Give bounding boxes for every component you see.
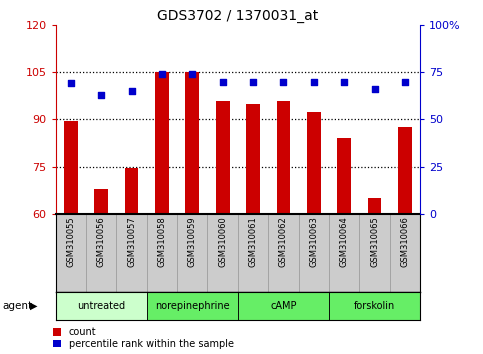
Text: GSM310059: GSM310059 bbox=[188, 217, 197, 267]
Text: GSM310060: GSM310060 bbox=[218, 217, 227, 267]
Text: GSM310062: GSM310062 bbox=[279, 217, 288, 267]
Point bbox=[401, 79, 409, 84]
Bar bbox=[398, 127, 412, 214]
Bar bbox=[177, 214, 208, 292]
Text: GSM310058: GSM310058 bbox=[157, 217, 167, 267]
Bar bbox=[338, 138, 351, 214]
Text: agent: agent bbox=[2, 301, 32, 311]
Text: GSM310061: GSM310061 bbox=[249, 217, 257, 267]
Point bbox=[97, 92, 105, 98]
Bar bbox=[216, 101, 229, 214]
Bar bbox=[238, 292, 329, 320]
Bar bbox=[147, 292, 238, 320]
Text: cAMP: cAMP bbox=[270, 301, 297, 311]
Text: GSM310055: GSM310055 bbox=[66, 217, 75, 267]
Text: GSM310056: GSM310056 bbox=[97, 217, 106, 267]
Bar bbox=[185, 72, 199, 214]
Text: norepinephrine: norepinephrine bbox=[155, 301, 229, 311]
Point bbox=[219, 79, 227, 84]
Bar bbox=[125, 169, 138, 214]
Bar bbox=[268, 214, 298, 292]
Bar bbox=[238, 214, 268, 292]
Bar bbox=[56, 292, 147, 320]
Text: untreated: untreated bbox=[77, 301, 125, 311]
Text: GSM310065: GSM310065 bbox=[370, 217, 379, 267]
Point bbox=[249, 79, 257, 84]
Bar bbox=[56, 214, 86, 292]
Text: GSM310066: GSM310066 bbox=[400, 217, 410, 267]
Bar bbox=[368, 198, 382, 214]
Point bbox=[188, 71, 196, 77]
Bar bbox=[116, 214, 147, 292]
Point bbox=[158, 71, 166, 77]
Point bbox=[310, 79, 318, 84]
Point bbox=[341, 79, 348, 84]
Bar bbox=[329, 214, 359, 292]
Point bbox=[371, 86, 379, 92]
Bar bbox=[86, 214, 116, 292]
Point bbox=[280, 79, 287, 84]
Bar bbox=[94, 189, 108, 214]
Bar bbox=[329, 292, 420, 320]
Bar bbox=[277, 101, 290, 214]
Bar bbox=[390, 214, 420, 292]
Bar bbox=[64, 121, 78, 214]
Text: GDS3702 / 1370031_at: GDS3702 / 1370031_at bbox=[157, 9, 319, 23]
Text: ▶: ▶ bbox=[30, 301, 38, 311]
Bar bbox=[307, 112, 321, 214]
Bar bbox=[147, 214, 177, 292]
Text: GSM310063: GSM310063 bbox=[309, 217, 318, 267]
Bar bbox=[208, 214, 238, 292]
Text: forskolin: forskolin bbox=[354, 301, 395, 311]
Bar bbox=[298, 214, 329, 292]
Point bbox=[128, 88, 135, 94]
Bar bbox=[359, 214, 390, 292]
Bar bbox=[155, 72, 169, 214]
Legend: count, percentile rank within the sample: count, percentile rank within the sample bbox=[53, 327, 234, 349]
Bar bbox=[246, 104, 260, 214]
Text: GSM310057: GSM310057 bbox=[127, 217, 136, 267]
Point bbox=[67, 81, 74, 86]
Text: GSM310064: GSM310064 bbox=[340, 217, 349, 267]
